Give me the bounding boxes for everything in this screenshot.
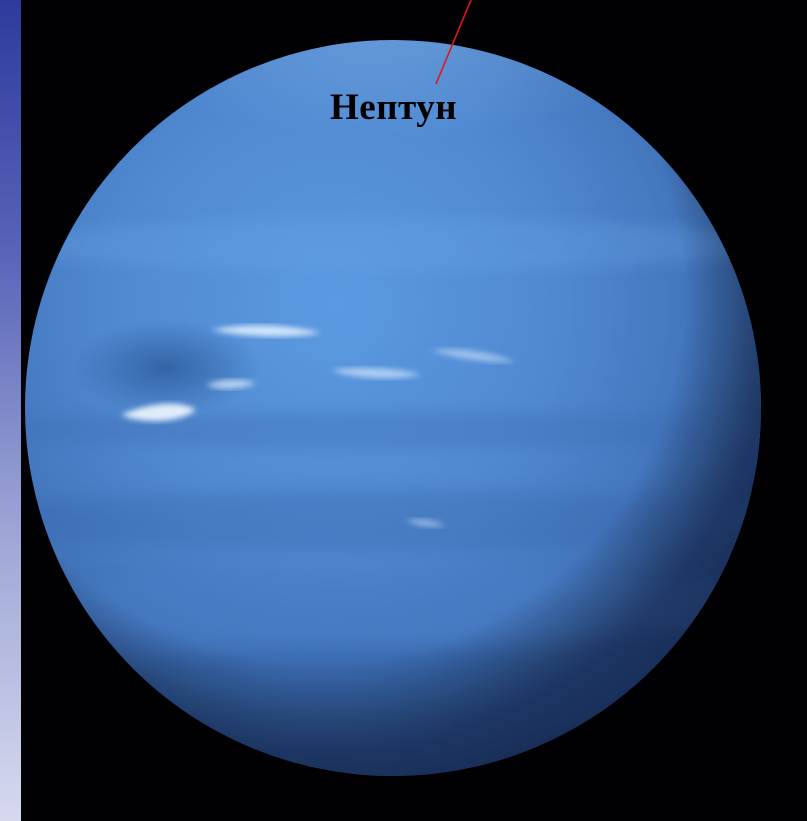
planet-image — [25, 40, 761, 776]
slide-side-bar — [0, 0, 21, 821]
planet-label: Нептун — [330, 87, 458, 128]
planet-photo — [21, 0, 807, 821]
